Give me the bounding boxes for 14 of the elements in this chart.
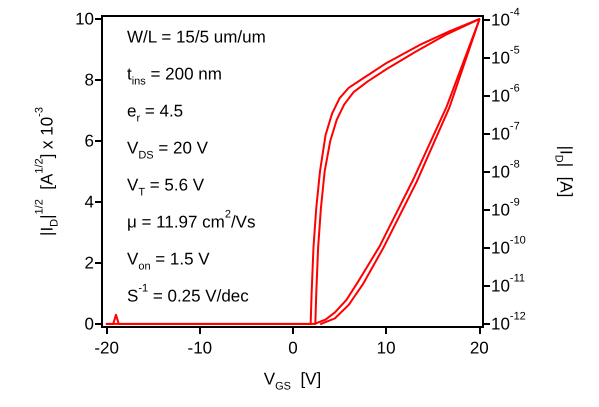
- y-tick-label: 6: [84, 132, 94, 151]
- x-tick-label: -20: [94, 338, 119, 358]
- x-tick-label: 20: [470, 338, 489, 358]
- y-tick-label: 8: [84, 70, 94, 90]
- y-axis-title: |ID|1/2 [A1/2] x 10-3: [34, 107, 60, 236]
- y-tick-label: 4: [84, 192, 94, 212]
- y-tick-label: 0: [84, 314, 94, 334]
- x-tick-label: -10: [188, 338, 212, 358]
- y-tick-label: 10: [75, 10, 94, 29]
- annotation: W/L = 15/5 um/um: [127, 28, 266, 46]
- y2-axis-title: |ID| [A]: [552, 146, 576, 198]
- x-tick-label: 10: [376, 338, 396, 358]
- y-tick-label: 2: [84, 253, 94, 272]
- x-tick-label: 0: [288, 338, 298, 358]
